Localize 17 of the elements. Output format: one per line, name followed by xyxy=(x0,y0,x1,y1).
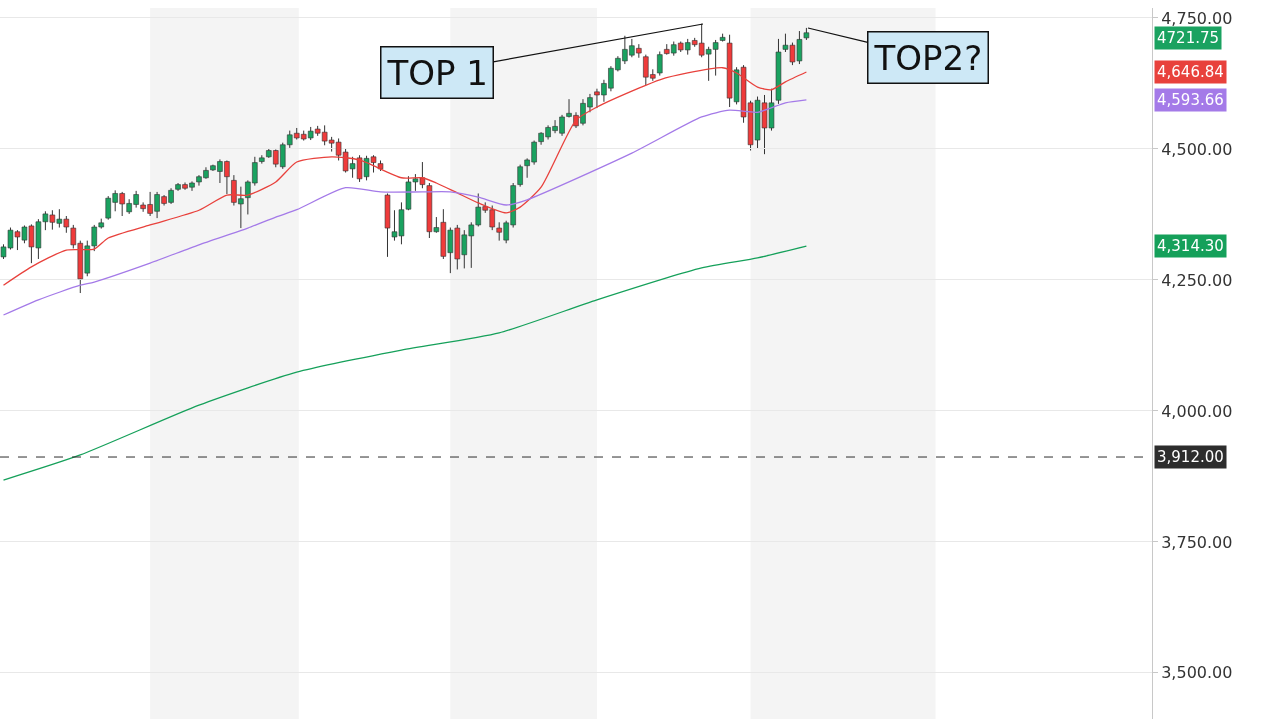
text: 4721.75 xyxy=(1157,29,1220,47)
line-series xyxy=(2,245,808,481)
y-tick-label: 3,500.00 xyxy=(1161,663,1233,683)
text: 4,646.84 xyxy=(1157,63,1224,81)
annotation: TOP 1 xyxy=(386,52,488,93)
line-series xyxy=(2,99,808,316)
y-tick-label: 4,250.00 xyxy=(1161,270,1233,290)
candlestick xyxy=(517,164,523,188)
y-tick-label: 4,000.00 xyxy=(1161,401,1233,421)
text: 4,314.30 xyxy=(1157,237,1224,255)
y-tick-label: 4,500.00 xyxy=(1161,139,1233,159)
y-tick-label: 3,750.00 xyxy=(1161,532,1233,552)
y-tick-label: 4,750.00 xyxy=(1161,8,1233,28)
candlestick xyxy=(657,50,663,77)
text: 4,593.66 xyxy=(1157,91,1224,109)
ref-line-label: 3,912.00 xyxy=(1157,448,1224,466)
annotation: TOP2? xyxy=(873,37,983,78)
